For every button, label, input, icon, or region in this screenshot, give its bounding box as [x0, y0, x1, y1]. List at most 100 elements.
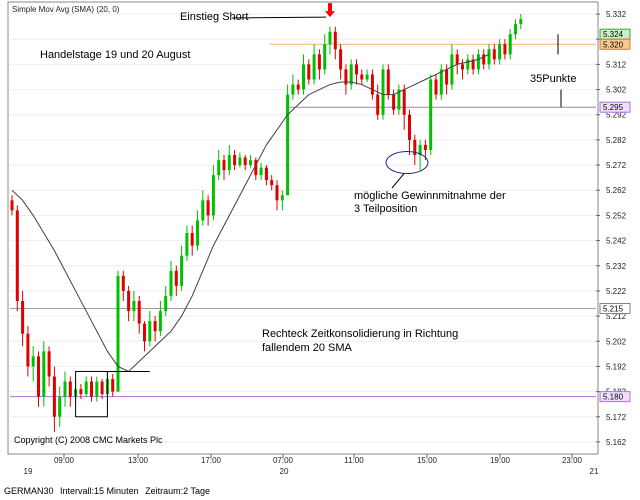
y-tick-label: 5.162 — [606, 438, 627, 447]
candle-body — [217, 160, 221, 176]
take-profit-annotation-2: 3 Teilposition — [354, 203, 417, 215]
candle-body — [429, 79, 433, 150]
candle-body — [211, 175, 215, 216]
y-tick-label: 5.282 — [606, 136, 627, 145]
candle-body — [286, 94, 290, 196]
candle-body — [158, 311, 162, 332]
candle-body — [445, 69, 449, 85]
candle-body — [31, 356, 35, 367]
candle-body — [349, 64, 353, 85]
candle-body — [68, 381, 72, 397]
candle-body — [259, 167, 263, 176]
candle-body — [143, 323, 146, 342]
price-tag — [599, 38, 631, 50]
price-tag-label: 5.295 — [603, 103, 624, 112]
y-tick-label: 5.232 — [606, 262, 627, 271]
candle-body — [328, 31, 332, 45]
status-interval: Intervall:15 Minuten — [60, 486, 139, 496]
candle-body — [355, 64, 358, 75]
candle-body — [360, 74, 364, 80]
take-profit-annotation-1: mögliche Gewinnmitnahme der — [354, 190, 506, 202]
candle-body — [132, 300, 136, 312]
candle-body — [439, 69, 443, 95]
candle-body — [413, 139, 417, 156]
y-tick-label: 5.192 — [606, 362, 627, 371]
candle-body — [233, 155, 237, 166]
candle-body — [503, 44, 507, 55]
candle-body — [476, 54, 480, 70]
candle-body — [137, 300, 141, 324]
candle-body — [174, 270, 178, 286]
y-tick-label: 5.312 — [606, 60, 627, 69]
candle-body — [180, 255, 184, 286]
candle-body — [100, 381, 104, 395]
x-tick-label: 23:00 — [562, 456, 583, 465]
candle-body — [52, 376, 56, 417]
consolidation-annotation-1: Rechteck Zeitkonsolidierung in Richtung — [262, 328, 458, 340]
candle-body — [58, 396, 62, 417]
candle-body — [227, 155, 231, 171]
indicator-label: Simple Mov Avg (SMA) (20, 0) — [12, 5, 120, 14]
candle-body — [196, 220, 199, 246]
candle-body — [492, 49, 496, 60]
annotations — [75, 3, 562, 418]
candle-body — [461, 64, 464, 70]
x-day-label: 21 — [590, 467, 599, 476]
y-tick-label: 5.212 — [606, 312, 627, 321]
price-tag — [599, 303, 631, 315]
price-tag-label: 5.180 — [603, 393, 624, 402]
copyright-text: Copyright (C) 2008 CMC Markets Plc — [14, 435, 163, 445]
candle-body — [116, 275, 120, 392]
x-day-label: 19 — [24, 467, 33, 476]
y-tick-label: 5.302 — [606, 86, 627, 95]
candle-body — [291, 84, 295, 95]
y-tick-label: 5.292 — [606, 111, 627, 120]
candle-body — [111, 379, 115, 392]
candle-body — [333, 31, 337, 50]
x-tick-label: 17:00 — [201, 456, 222, 465]
candle-body — [185, 233, 189, 256]
candle-body — [392, 94, 396, 110]
candle-body — [498, 44, 502, 60]
candle-body — [302, 64, 305, 90]
x-day-label: 20 — [280, 467, 289, 476]
candle-body — [10, 200, 14, 211]
candle-body — [201, 200, 205, 221]
candle-body — [190, 233, 194, 246]
sma-polyline — [11, 53, 490, 373]
candle-body — [249, 160, 252, 166]
candle-body — [471, 59, 475, 70]
candle-body — [307, 64, 311, 80]
price-tag-label: 5.324 — [603, 30, 624, 39]
candle-body — [402, 89, 406, 115]
x-tick-label: 15:00 — [417, 456, 438, 465]
y-tick-label: 5.252 — [606, 211, 627, 220]
candle-body — [21, 300, 25, 334]
candle-body — [487, 49, 491, 65]
candle-body — [148, 321, 152, 342]
price-tag-label: 5.215 — [603, 305, 624, 314]
y-tick-label: 5.262 — [606, 186, 627, 195]
candle-body — [365, 74, 369, 80]
x-tick-label: 07:00 — [273, 456, 294, 465]
entry-arrow-shaft — [328, 3, 332, 12]
candle-body — [519, 19, 523, 25]
consolidation-box — [75, 370, 108, 418]
candle-body — [386, 69, 390, 95]
price-tag — [599, 391, 631, 403]
candle-body — [275, 185, 279, 201]
y-tick-label: 5.272 — [606, 161, 627, 170]
candle-body — [26, 333, 30, 367]
candle-body — [238, 157, 242, 166]
candle-body — [206, 200, 210, 216]
price-tag-label: 5.320 — [603, 40, 624, 49]
candle-body — [508, 34, 512, 55]
candle-body — [376, 94, 380, 115]
points-annotation: 35Punkte — [530, 73, 576, 85]
candle-body — [37, 356, 40, 397]
candle-body — [370, 74, 374, 95]
entry-annotation: Einstieg Short — [180, 11, 248, 23]
candles — [10, 14, 523, 432]
